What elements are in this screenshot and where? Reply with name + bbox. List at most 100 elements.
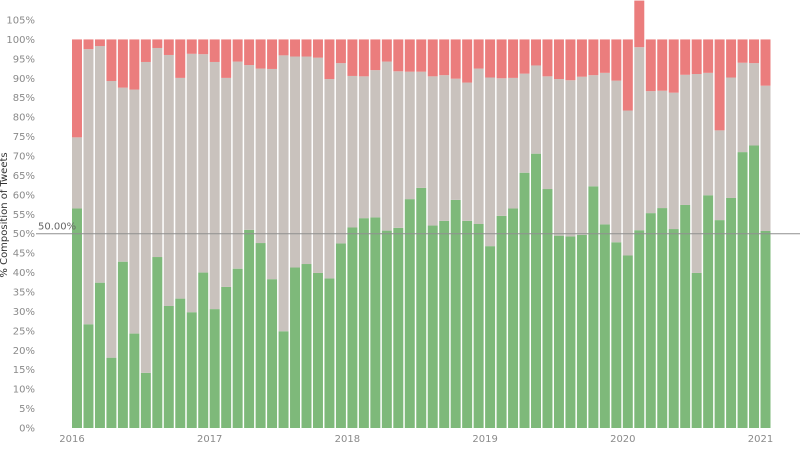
bar-segment-green	[335, 243, 346, 428]
bar-segment-gray	[622, 110, 633, 256]
bar-segment-green	[278, 331, 289, 428]
bar-segment-gray	[542, 76, 553, 190]
bar-segment-red	[599, 39, 610, 73]
bar-segment-red	[358, 39, 369, 77]
bar-segment-green	[117, 261, 128, 428]
bar-segment-green	[611, 242, 622, 428]
bar-segment-gray	[312, 57, 323, 273]
bar-segment-red	[531, 39, 541, 66]
bar-segment-gray	[163, 54, 174, 306]
bar-segment-green	[427, 225, 438, 428]
bar-segment-gray	[668, 92, 679, 230]
bar-segment-green	[312, 272, 323, 428]
y-tick-label: 75%	[13, 132, 35, 143]
bar-segment-red	[244, 39, 255, 66]
bar-segment-gray	[691, 74, 702, 273]
bar-segment-gray	[645, 91, 656, 214]
bar-segment-red	[645, 39, 656, 92]
bar-segment-green	[519, 172, 530, 428]
bar-segment-green	[381, 230, 392, 428]
bar-segment-red	[106, 39, 117, 82]
bar-segment-green	[553, 235, 564, 428]
bar-segment-green	[496, 215, 507, 428]
bar-segment-green	[703, 195, 714, 428]
y-tick-label: 100%	[6, 35, 35, 46]
bar-segment-green	[244, 229, 255, 428]
bar-segment-green	[450, 199, 461, 428]
bar-segment-green	[152, 257, 163, 428]
bar-segment-red	[335, 39, 346, 64]
bar-segment-green	[588, 186, 599, 428]
bar-segment-green	[370, 217, 381, 428]
bar-segment-gray	[72, 137, 82, 209]
bar-segment-gray	[680, 74, 691, 205]
bar-segment-green	[531, 153, 541, 429]
bar-segment-red	[209, 39, 220, 62]
bar-segment-red	[381, 39, 392, 62]
bar-segment-red	[553, 39, 564, 80]
y-tick-label: 70%	[13, 152, 35, 163]
bar-segment-gray	[129, 89, 140, 334]
x-tick-label: 2020	[610, 434, 635, 445]
bar-segment-gray	[703, 72, 714, 196]
y-tick-label: 60%	[13, 190, 35, 201]
bar-segment-red	[301, 39, 312, 57]
y-tick-label: 45%	[13, 249, 35, 260]
bar-segment-gray	[462, 82, 473, 221]
bar-segment-green	[462, 220, 473, 428]
bar-segment-red	[163, 39, 174, 55]
bar-segment-gray	[152, 47, 163, 258]
bar-segment-green	[485, 246, 496, 428]
bar-segment-red	[462, 39, 473, 83]
bar-segment-red	[278, 39, 289, 56]
x-tick-label: 2016	[59, 434, 84, 445]
bar-segment-red	[542, 39, 553, 77]
bar-segment-gray	[634, 47, 645, 231]
bar-segment-green	[599, 224, 610, 428]
bar-segment-green	[393, 227, 404, 428]
bar-segment-green	[668, 229, 679, 428]
bar-segment-gray	[565, 80, 576, 237]
bar-segment-gray	[290, 56, 301, 268]
bar-segment-gray	[553, 79, 564, 236]
y-tick-label: 65%	[13, 171, 35, 182]
bar-segment-green	[83, 324, 94, 428]
bar-segment-green	[221, 286, 232, 428]
y-tick-label: 50%	[13, 229, 35, 240]
bar-segment-red	[290, 39, 301, 57]
bar-segment-gray	[209, 61, 220, 310]
y-tick-label: 40%	[13, 268, 35, 279]
bar-segment-red	[737, 39, 748, 63]
bar-segment-gray	[439, 75, 450, 221]
bar-segment-red	[427, 39, 438, 77]
bar-segment-gray	[232, 61, 243, 269]
bar-segment-green	[714, 220, 725, 428]
bar-segment-gray	[519, 73, 530, 173]
y-tick-label: 10%	[13, 385, 35, 396]
bar-segment-red	[221, 39, 232, 78]
bar-segment-red	[186, 39, 197, 54]
y-axis-ticks: 0% 5% 10% 15% 20% 25% 30% 35% 40% 45% 50% 55% 60% 65%…	[6, 16, 35, 435]
bar-segment-green	[301, 264, 312, 428]
bar-segment-gray	[496, 78, 507, 216]
bar-segment-gray	[106, 81, 117, 358]
bar-segment-green	[726, 197, 737, 428]
bar-segment-gray	[393, 71, 404, 228]
bar-segment-green	[691, 272, 702, 428]
bar-segment-green	[634, 230, 645, 428]
bar-segment-gray	[324, 79, 335, 279]
bar-segment-green	[186, 312, 197, 428]
bar-segment-red	[508, 39, 519, 78]
bar-segment-green	[129, 333, 140, 428]
bar-segment-red	[657, 39, 668, 91]
bar-segment-green	[255, 243, 266, 428]
bar-segment-red	[198, 39, 209, 55]
bar-segment-red	[611, 39, 622, 81]
bar-segment-red	[749, 39, 760, 64]
bar-segment-gray	[657, 90, 668, 209]
bar-segment-red	[152, 39, 163, 48]
bar-segment-green	[737, 152, 748, 429]
y-tick-label: 30%	[13, 307, 35, 318]
bar-segment-gray	[186, 53, 197, 313]
